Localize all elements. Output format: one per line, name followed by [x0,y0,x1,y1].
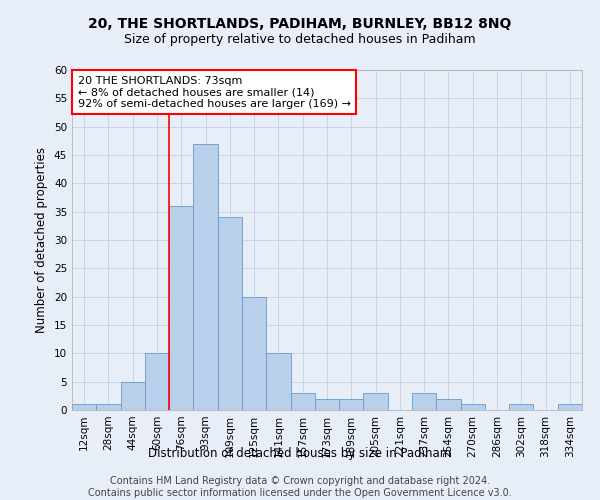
Bar [169,206,193,410]
Bar [290,393,315,410]
Text: Contains HM Land Registry data © Crown copyright and database right 2024.
Contai: Contains HM Land Registry data © Crown c… [88,476,512,498]
Bar [218,218,242,410]
Text: 20, THE SHORTLANDS, PADIHAM, BURNLEY, BB12 8NQ: 20, THE SHORTLANDS, PADIHAM, BURNLEY, BB… [88,18,512,32]
Bar [364,393,388,410]
Bar [315,398,339,410]
Bar [121,382,145,410]
Bar [339,398,364,410]
Text: 20 THE SHORTLANDS: 73sqm
← 8% of detached houses are smaller (14)
92% of semi-de: 20 THE SHORTLANDS: 73sqm ← 8% of detache… [77,76,350,109]
Text: Size of property relative to detached houses in Padiham: Size of property relative to detached ho… [124,32,476,46]
Bar [558,404,582,410]
Bar [242,296,266,410]
Bar [412,393,436,410]
Bar [145,354,169,410]
Bar [509,404,533,410]
Bar [72,404,96,410]
Bar [96,404,121,410]
Y-axis label: Number of detached properties: Number of detached properties [35,147,49,333]
Bar [193,144,218,410]
Bar [266,354,290,410]
Bar [436,398,461,410]
Bar [461,404,485,410]
Text: Distribution of detached houses by size in Padiham: Distribution of detached houses by size … [148,448,452,460]
